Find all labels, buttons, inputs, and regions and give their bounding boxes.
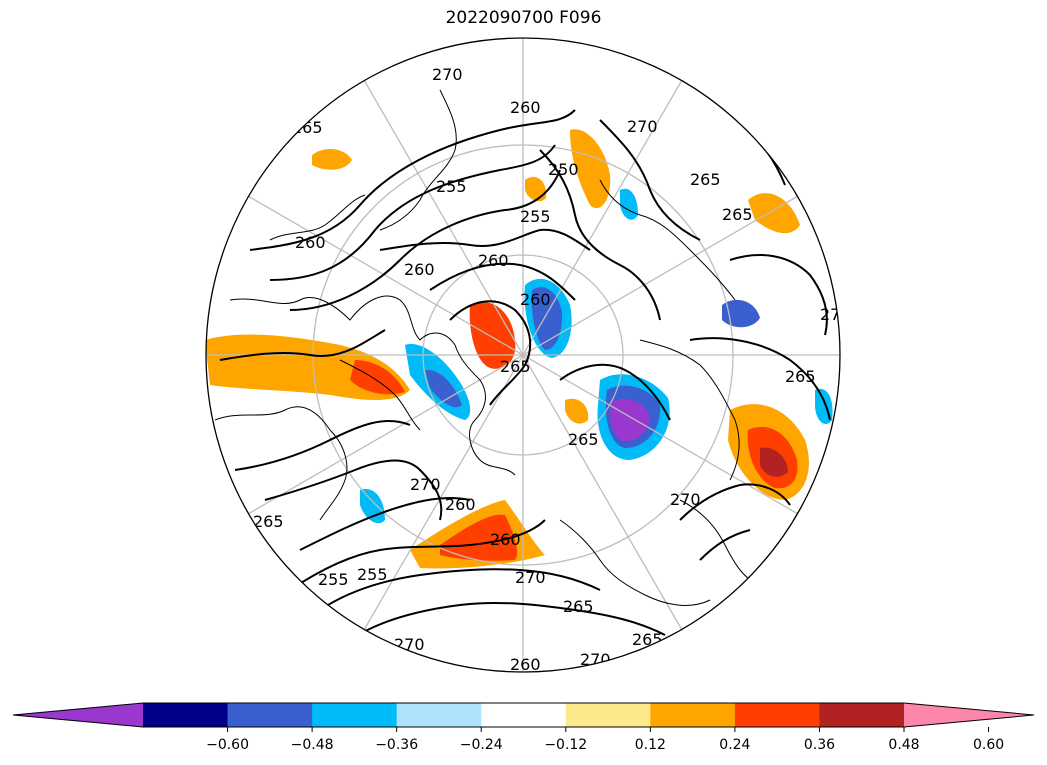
colorbar-swatch <box>481 703 567 727</box>
colorbar: −0.60 −0.48 −0.36 −0.24 −0.12 0.12 0.24 0.36 0.4… <box>12 702 1035 753</box>
colorbar-swatch <box>565 703 651 727</box>
warm-anomaly-small-3 <box>565 398 589 424</box>
contour-label: 260 <box>510 655 541 674</box>
contour-label-layer: 270 265 265 265 270 260 255 260 260 255 … <box>253 65 851 674</box>
colorbar-extend-low <box>13 703 143 727</box>
contour-label: 265 <box>292 118 323 137</box>
contour-label: 260 <box>445 495 476 514</box>
warm-anomaly-west-core <box>350 360 405 395</box>
cold-anomaly-east <box>722 299 760 328</box>
colorbar-tick-label: −0.60 <box>206 737 249 753</box>
colorbar-tick-label: 0.24 <box>719 737 750 753</box>
contour-label: 270 <box>820 305 851 324</box>
warm-anomaly-northeast <box>748 193 800 234</box>
contour-label: 260 <box>404 260 435 279</box>
contour-label: 260 <box>478 251 509 270</box>
warm-anomaly-north <box>469 301 516 369</box>
contour-label: 270 <box>515 568 546 587</box>
warm-anomaly-top <box>570 129 611 209</box>
colorbar-tick-label: 0.36 <box>804 737 835 753</box>
colorbar-swatch <box>227 703 313 727</box>
contour-label: 270 <box>627 117 658 136</box>
cold-anomaly-southwest <box>360 489 385 524</box>
warm-anomaly-south-core <box>440 514 517 561</box>
colorbar-tick-label: −0.48 <box>291 737 334 753</box>
contour-label: 265 <box>690 170 721 189</box>
contour-label: 255 <box>318 570 349 589</box>
colorbar-swatch <box>143 703 229 727</box>
figure-title: 2022090700 F096 <box>445 8 602 28</box>
graticule <box>206 38 840 672</box>
contour-label: 265 <box>563 597 594 616</box>
warm-anomaly-small-1 <box>312 148 352 170</box>
anomaly-shading <box>206 129 833 569</box>
coastlines <box>214 89 761 606</box>
colorbar-extend-high <box>904 703 1034 727</box>
colorbar-ticks: −0.60 −0.48 −0.36 −0.24 −0.12 0.12 0.24 0.36 0.4… <box>206 727 1004 753</box>
contour-label: 270 <box>410 475 441 494</box>
colorbar-tick-label: −0.12 <box>544 737 587 753</box>
colorbar-swatch <box>819 703 905 727</box>
contour-label: 260 <box>510 98 541 117</box>
colorbar-tick-label: 0.60 <box>973 737 1004 753</box>
contour-label: 270 <box>670 490 701 509</box>
cold-anomaly-center-core <box>610 398 650 442</box>
contour-label: 265 <box>568 430 599 449</box>
contour-label: 270 <box>432 65 463 84</box>
contour-label: 255 <box>520 207 551 226</box>
polar-map: 270 265 265 265 270 260 255 260 260 255 … <box>205 37 851 674</box>
colorbar-swatch <box>650 703 736 727</box>
colorbar-swatch <box>396 703 482 727</box>
warm-anomaly-east-peak <box>760 447 788 477</box>
colorbar-swatches <box>12 702 1035 728</box>
contour-label: 255 <box>357 565 388 584</box>
map-boundary <box>205 37 841 673</box>
contour-label: 265 <box>253 512 284 531</box>
contour-label: 260 <box>520 290 551 309</box>
colorbar-outline <box>12 702 1035 728</box>
colorbar-swatch <box>734 703 820 727</box>
contour-label: 265 <box>722 205 753 224</box>
contour-label: 265 <box>500 357 531 376</box>
cold-anomaly-top <box>620 188 638 220</box>
colorbar-tick-label: −0.36 <box>375 737 418 753</box>
colorbar-swatch <box>312 703 398 727</box>
cold-anomaly-west-core <box>425 369 462 408</box>
contour-label: 260 <box>490 530 521 549</box>
contour-label: 250 <box>548 160 579 179</box>
contour-label: 255 <box>436 177 467 196</box>
contour-label: 265 <box>785 367 816 386</box>
colorbar-tick-label: −0.24 <box>460 737 503 753</box>
colorbar-tick-label: 0.12 <box>635 737 666 753</box>
warm-anomaly-small-2 <box>525 176 547 202</box>
colorbar-tick-label: 0.48 <box>888 737 919 753</box>
cold-anomaly-north-core <box>531 287 563 350</box>
contour-label: 260 <box>295 233 326 252</box>
